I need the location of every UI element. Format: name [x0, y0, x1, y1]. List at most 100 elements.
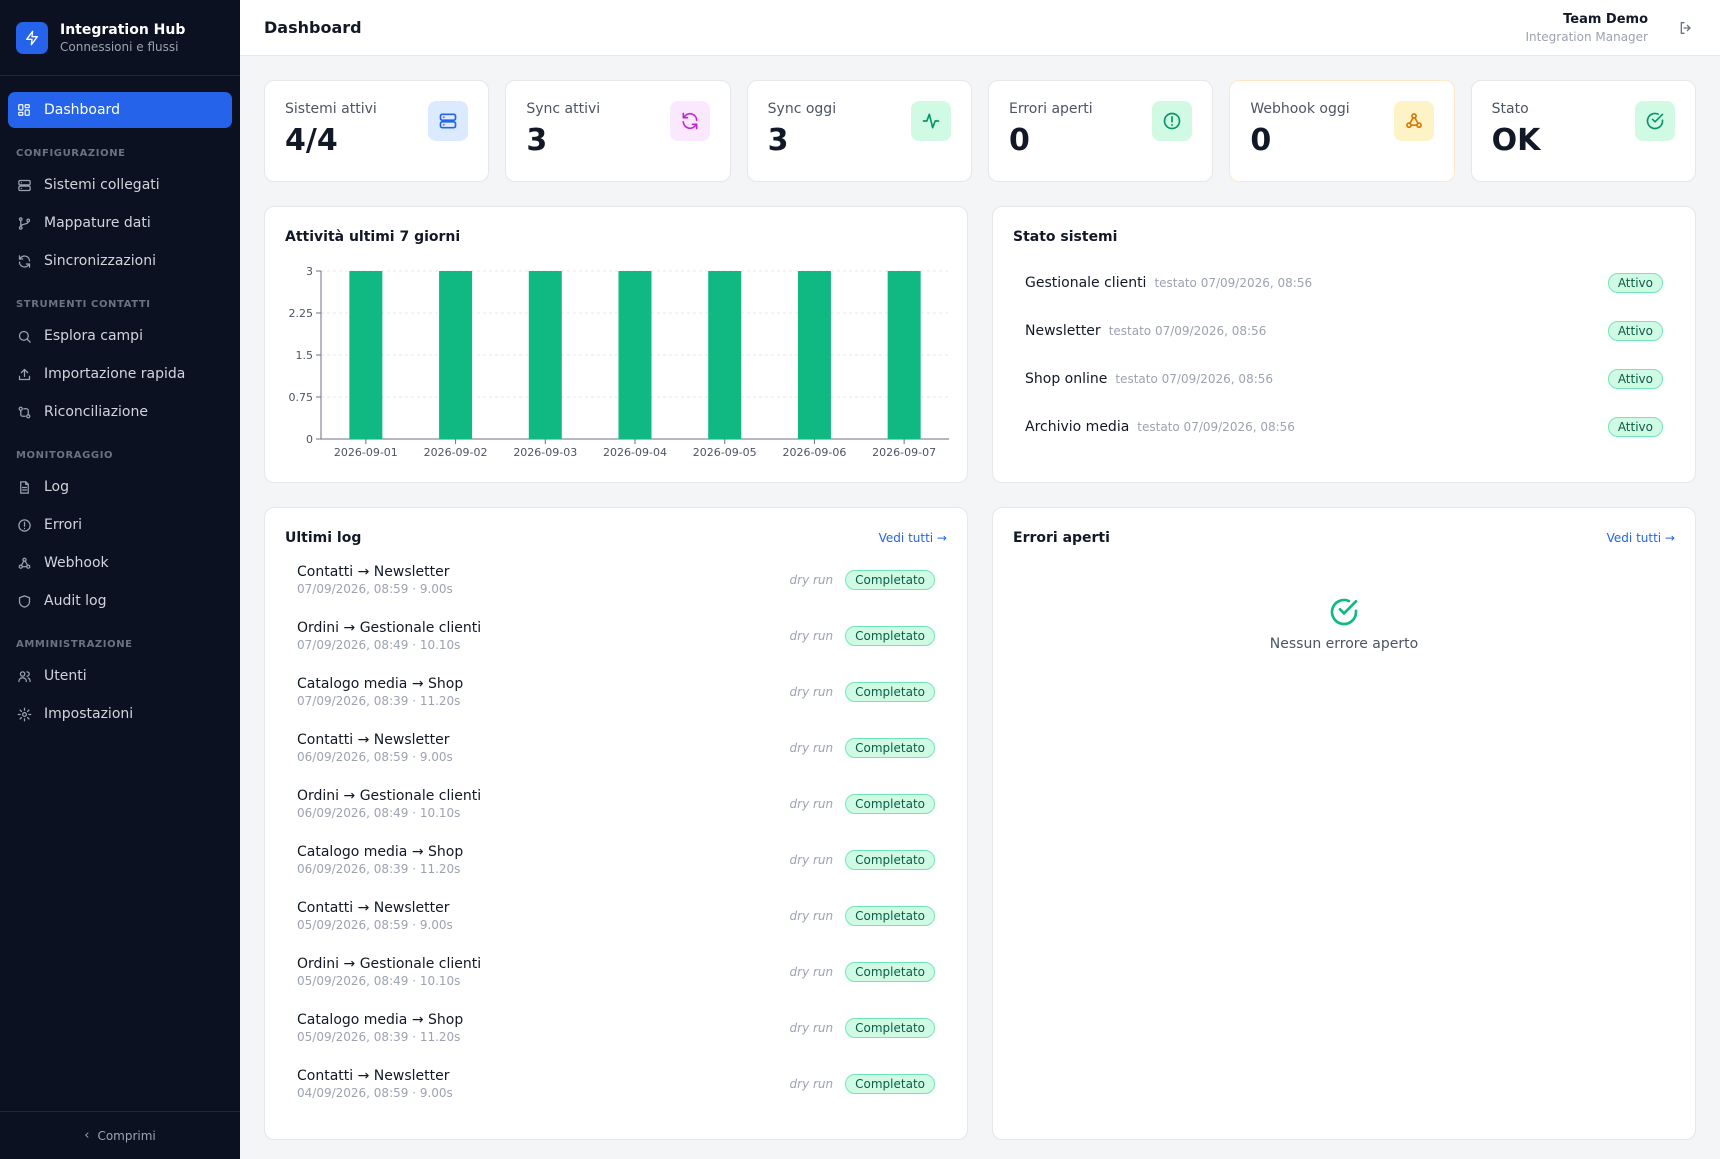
- status-badge: Attivo: [1607, 321, 1663, 341]
- nav-sections: CONFIGURAZIONE Sistemi collegati Mappature…: [8, 130, 232, 732]
- sidebar-item-esplora-campi[interactable]: Esplora campi: [8, 318, 232, 354]
- log-row[interactable]: Ordini → Gestionale clienti 05/09/2026, 0…: [297, 944, 935, 1000]
- log-row[interactable]: Ordini → Gestionale clienti 06/09/2026, 0…: [297, 776, 935, 832]
- sidebar-item-label: Mappature dati: [44, 215, 151, 231]
- log-title: Contatti → Newsletter: [297, 1068, 450, 1084]
- system-name: Newsletter: [1025, 323, 1101, 339]
- stat-card: Sync attivi 3: [505, 80, 731, 182]
- y-tick-label: 0.75: [289, 391, 314, 404]
- status-badge: Completato: [845, 962, 935, 982]
- nav-section-title: AMMINISTRAZIONE: [16, 639, 133, 650]
- sidebar-item-webhook[interactable]: Webhook: [8, 545, 232, 581]
- log-row[interactable]: Ordini → Gestionale clienti 07/09/2026, 0…: [297, 608, 935, 664]
- sidebar-item-impostazioni[interactable]: Impostazioni: [8, 696, 232, 732]
- errors-view-all-link[interactable]: Vedi tutti →: [1606, 531, 1675, 545]
- grid-icon: [16, 102, 32, 118]
- sidebar-item-mappature-dati[interactable]: Mappature dati: [8, 205, 232, 241]
- sidebar-item-utenti[interactable]: Utenti: [8, 658, 232, 694]
- users-icon: [16, 668, 32, 684]
- status-badge: Completato: [845, 682, 935, 702]
- log-mode: dry run: [789, 965, 834, 979]
- sidebar-item-label: Utenti: [44, 668, 87, 684]
- systems-list: Gestionale clienti testato 07/09/2026, 08…: [993, 245, 1695, 451]
- errors-empty-state: Nessun errore aperto: [993, 546, 1695, 652]
- log-meta: 05/09/2026, 08:39 · 11.20s: [297, 1030, 461, 1044]
- log-mode: dry run: [789, 853, 834, 867]
- shield-icon: [16, 593, 32, 609]
- y-tick-label: 2.25: [289, 307, 314, 320]
- reconcile-icon: [16, 404, 32, 420]
- log-mode: dry run: [789, 797, 834, 811]
- log-row[interactable]: Contatti → Newsletter 06/09/2026, 08:59 ·…: [297, 720, 935, 776]
- status-badge: Completato: [845, 570, 935, 590]
- x-tick-label: 2026-09-06: [782, 446, 846, 459]
- log-row[interactable]: Catalogo media → Shop 05/09/2026, 08:39 ·…: [297, 1000, 935, 1056]
- system-row: Newsletter testato 07/09/2026, 08:56 Attiv…: [1025, 307, 1663, 355]
- stat-card: Webhook oggi 0: [1229, 80, 1455, 182]
- sidebar-item-riconciliazione[interactable]: Riconciliazione: [8, 394, 232, 430]
- log-row[interactable]: Catalogo media → Shop 07/09/2026, 08:39 ·…: [297, 664, 935, 720]
- stat-card: Errori aperti 0: [987, 80, 1214, 182]
- sidebar-item-audit-log[interactable]: Audit log: [8, 583, 232, 619]
- log-title: Contatti → Newsletter: [297, 900, 450, 916]
- sidebar-item-dashboard[interactable]: Dashboard: [8, 92, 232, 128]
- logs-view-all-link[interactable]: Vedi tutti →: [878, 531, 947, 545]
- log-title: Catalogo media → Shop: [297, 676, 464, 692]
- y-tick-label: 3: [306, 265, 313, 278]
- sidebar-item-errori[interactable]: Errori: [8, 507, 232, 543]
- sidebar-item-sistemi-collegati[interactable]: Sistemi collegati: [8, 167, 232, 203]
- sidebar-item-importazione-rapida[interactable]: Importazione rapida: [8, 356, 232, 392]
- log-meta: 05/09/2026, 08:49 · 10.10s: [297, 974, 461, 988]
- stat-label: Stato: [1491, 101, 1529, 117]
- log-mode: dry run: [789, 1021, 834, 1035]
- check-circle-icon: [993, 596, 1695, 628]
- sidebar-item-sincronizzazioni[interactable]: Sincronizzazioni: [8, 243, 232, 279]
- log-meta: 06/09/2026, 08:49 · 10.10s: [297, 806, 461, 820]
- collapse-button[interactable]: ‹ Comprimi: [0, 1111, 240, 1159]
- page-title: Dashboard: [264, 18, 362, 37]
- log-meta: 06/09/2026, 08:59 · 9.00s: [297, 750, 453, 764]
- sidebar-item-label: Log: [44, 479, 70, 495]
- stat-label: Webhook oggi: [1250, 101, 1350, 117]
- user-role: Integration Manager: [1525, 29, 1648, 44]
- systems-status-card: Stato sistemi Gestionale clienti testato …: [992, 206, 1696, 483]
- check-circle-icon: [1634, 101, 1675, 141]
- alert-icon: [1152, 101, 1193, 141]
- x-tick-label: 2026-09-04: [603, 446, 667, 459]
- log-meta: 06/09/2026, 08:39 · 11.20s: [297, 862, 461, 876]
- sidebar-item-log[interactable]: Log: [8, 469, 232, 505]
- log-mode: dry run: [789, 573, 834, 587]
- collapse-label: Comprimi: [97, 1128, 156, 1143]
- stat-value: OK: [1491, 123, 1541, 158]
- stat-card: Sistemi attivi 4/4: [264, 80, 490, 182]
- x-tick-label: 2026-09-03: [513, 446, 577, 459]
- stat-value: 0: [1008, 123, 1030, 158]
- server-icon: [428, 101, 469, 141]
- file-icon: [16, 479, 32, 495]
- log-mode: dry run: [789, 629, 834, 643]
- status-badge: Completato: [845, 738, 935, 758]
- upload-icon: [16, 366, 32, 382]
- log-mode: dry run: [789, 1077, 834, 1091]
- bar: [618, 271, 652, 439]
- errors-card: Errori aperti Vedi tutti → Nessun errore…: [992, 507, 1696, 1140]
- status-badge: Completato: [845, 906, 935, 926]
- server-icon: [16, 177, 32, 193]
- stat-label: Sync oggi: [767, 101, 837, 117]
- stat-label: Sistemi attivi: [285, 101, 377, 117]
- system-tested: testato 07/09/2026, 08:56: [1108, 324, 1267, 338]
- nav-section-title: STRUMENTI CONTATTI: [16, 299, 151, 310]
- log-row[interactable]: Catalogo media → Shop 06/09/2026, 08:39 ·…: [297, 832, 935, 888]
- log-row[interactable]: Contatti → Newsletter 05/09/2026, 08:59 ·…: [297, 888, 935, 944]
- app-title: Integration Hub: [60, 21, 186, 38]
- x-tick-label: 2026-09-01: [334, 446, 398, 459]
- log-row[interactable]: Contatti → Newsletter 07/09/2026, 08:59 ·…: [297, 552, 935, 608]
- logout-icon[interactable]: [1676, 18, 1696, 38]
- sidebar-item-label: Sistemi collegati: [44, 177, 160, 193]
- log-row[interactable]: Contatti → Newsletter 04/09/2026, 08:59 ·…: [297, 1056, 935, 1112]
- errors-empty-text: Nessun errore aperto: [1269, 636, 1419, 652]
- branch-icon: [16, 215, 32, 231]
- stat-label: Errori aperti: [1008, 101, 1093, 117]
- sidebar-item-label: Audit log: [44, 593, 107, 609]
- gear-icon: [16, 706, 32, 722]
